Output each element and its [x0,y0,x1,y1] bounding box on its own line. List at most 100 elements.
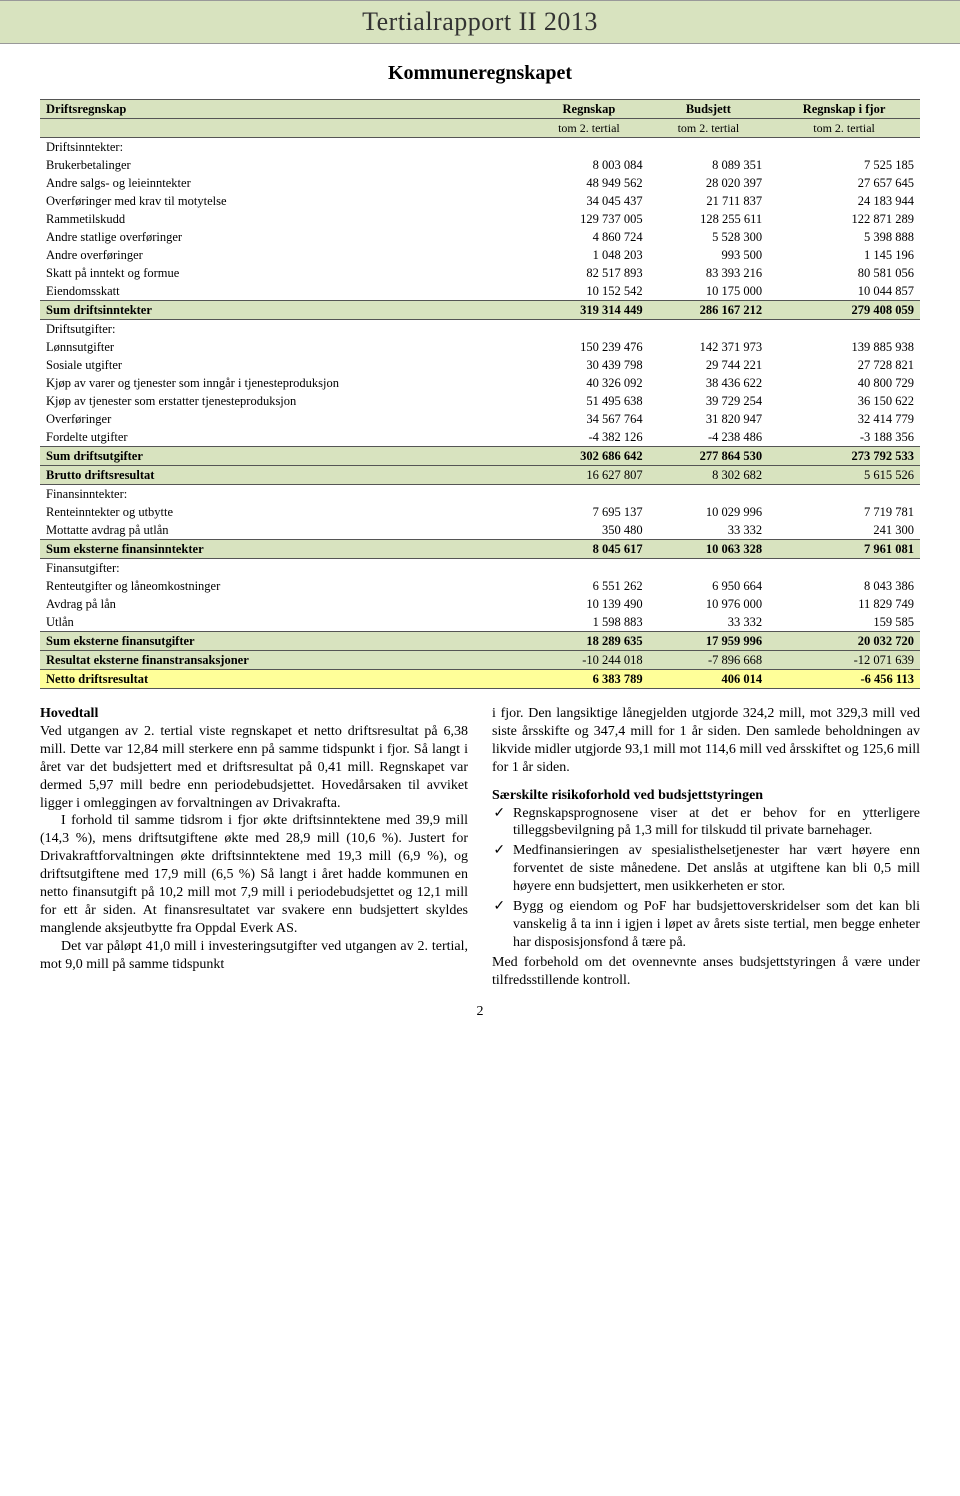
row-value: 29 744 221 [649,356,768,374]
table-row: Brukerbetalinger8 003 0848 089 3517 525 … [40,156,920,174]
row-value: 8 302 682 [649,466,768,485]
risk-list: Regnskapsprognosene viser at det er beho… [492,805,920,952]
row-value: 11 829 749 [768,595,920,613]
row-label: Overføringer [40,410,529,428]
row-value: 1 145 196 [768,246,920,264]
row-label: Renteinntekter og utbytte [40,503,529,521]
risk-item-2: Medfinansieringen av spesialisthelsetjen… [513,842,920,896]
table-row: Brutto driftsresultat16 627 8078 302 682… [40,466,920,485]
row-value: 34 567 764 [529,410,648,428]
table-row: Resultat eksterne finanstransaksjoner-10… [40,651,920,670]
row-value: 277 864 530 [649,447,768,466]
row-value: 10 976 000 [649,595,768,613]
table-row: Eiendomsskatt10 152 54210 175 00010 044 … [40,282,920,301]
row-value: 1 598 883 [529,613,648,632]
row-value: 241 300 [768,521,920,540]
risk-item-1: Regnskapsprognosene viser at det er beho… [513,805,920,841]
row-value: 31 820 947 [649,410,768,428]
row-value [768,138,920,157]
table-row: Lønnsutgifter150 239 476142 371 973139 8… [40,338,920,356]
row-value [768,320,920,339]
row-label: Lønnsutgifter [40,338,529,356]
row-value: 1 048 203 [529,246,648,264]
row-value: 129 737 005 [529,210,648,228]
row-value: 34 045 437 [529,192,648,210]
paragraph-2: I forhold til samme tidsrom i fjor økte … [40,812,468,937]
paragraph-4: i fjor. Den langsiktige lånegjelden utgj… [492,705,920,777]
col-sub-3: tom 2. tertial [768,119,920,138]
row-value [649,485,768,504]
row-value: 10 063 328 [649,540,768,559]
row-value: 122 871 289 [768,210,920,228]
risk-item-3: Bygg og eiendom og PoF har budsjettovers… [513,898,920,952]
row-value: -4 238 486 [649,428,768,447]
row-label: Finansinntekter: [40,485,529,504]
table-row: Finansutgifter: [40,559,920,578]
row-value: -3 188 356 [768,428,920,447]
row-label: Netto driftsresultat [40,670,529,689]
table-row: Sosiale utgifter30 439 79829 744 22127 7… [40,356,920,374]
table-row: Rammetilskudd129 737 005128 255 611122 8… [40,210,920,228]
row-value: 7 695 137 [529,503,648,521]
row-label: Rammetilskudd [40,210,529,228]
row-value: 159 585 [768,613,920,632]
row-value: 17 959 996 [649,632,768,651]
row-value: 6 551 262 [529,577,648,595]
row-value [529,320,648,339]
row-label: Andre salgs- og leieinntekter [40,174,529,192]
body-text: Hovedtall Ved utgangen av 2. tertial vis… [40,705,920,990]
row-label: Resultat eksterne finanstransaksjoner [40,651,529,670]
row-label: Brukerbetalinger [40,156,529,174]
row-value: 4 860 724 [529,228,648,246]
row-label: Renteutgifter og låneomkostninger [40,577,529,595]
row-value: 350 480 [529,521,648,540]
table-row: Netto driftsresultat6 383 789406 014-6 4… [40,670,920,689]
finance-table: Driftsregnskap Regnskap Budsjett Regnska… [40,99,920,689]
col-sub-1: tom 2. tertial [529,119,648,138]
row-value: 16 627 807 [529,466,648,485]
row-value: 128 255 611 [649,210,768,228]
table-row: Renteinntekter og utbytte7 695 13710 029… [40,503,920,521]
table-row: Sum eksterne finansutgifter18 289 63517 … [40,632,920,651]
row-value: -10 244 018 [529,651,648,670]
table-row: Sum driftsinntekter319 314 449286 167 21… [40,301,920,320]
row-label: Driftsinntekter: [40,138,529,157]
row-value: 32 414 779 [768,410,920,428]
row-value: 993 500 [649,246,768,264]
row-value [529,559,648,578]
row-value: 82 517 893 [529,264,648,282]
table-row: Overføringer34 567 76431 820 94732 414 7… [40,410,920,428]
row-value: 273 792 533 [768,447,920,466]
paragraph-3: Det var påløpt 41,0 mill i investeringsu… [40,938,468,974]
row-value: -7 896 668 [649,651,768,670]
row-value: 10 029 996 [649,503,768,521]
row-value: 33 332 [649,521,768,540]
col-sub-2: tom 2. tertial [649,119,768,138]
row-label: Overføringer med krav til motytelse [40,192,529,210]
row-value: 40 800 729 [768,374,920,392]
row-label: Kjøp av tjenester som erstatter tjeneste… [40,392,529,410]
row-label: Eiendomsskatt [40,282,529,301]
row-value: -6 456 113 [768,670,920,689]
row-value: 40 326 092 [529,374,648,392]
row-value: 150 239 476 [529,338,648,356]
row-value [529,485,648,504]
table-row: Driftsutgifter: [40,320,920,339]
risk-heading: Særskilte risikoforhold ved budsjettstyr… [492,787,920,805]
row-value: 302 686 642 [529,447,648,466]
table-row: Kjøp av tjenester som erstatter tjeneste… [40,392,920,410]
table-row: Finansinntekter: [40,485,920,504]
table-row: Driftsinntekter: [40,138,920,157]
row-value: 39 729 254 [649,392,768,410]
row-value: 6 950 664 [649,577,768,595]
page-title: Kommuneregnskapet [40,62,920,85]
row-value: 83 393 216 [649,264,768,282]
row-value: 7 525 185 [768,156,920,174]
page-content: Kommuneregnskapet Driftsregnskap Regnska… [0,62,960,1040]
row-value: 406 014 [649,670,768,689]
table-row: Renteutgifter og låneomkostninger6 551 2… [40,577,920,595]
row-value: -12 071 639 [768,651,920,670]
report-banner: Tertialrapport II 2013 [0,0,960,44]
row-value: 18 289 635 [529,632,648,651]
row-value: 7 961 081 [768,540,920,559]
